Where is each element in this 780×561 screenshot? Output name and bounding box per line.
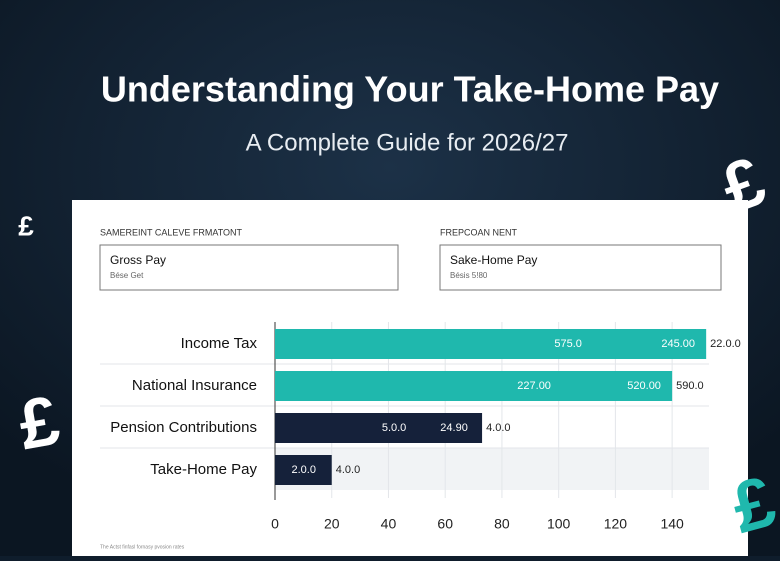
- x-tick-label: 140: [660, 516, 684, 532]
- box-title: Gross Pay: [110, 253, 166, 267]
- x-tick-label: 40: [381, 516, 397, 532]
- bar-label: 520.00: [627, 380, 661, 392]
- bar: [275, 329, 707, 359]
- bar-label: 575.0: [554, 338, 582, 350]
- bar: [275, 413, 483, 443]
- box-title: Sake-Home Pay: [450, 253, 537, 267]
- bar: [275, 455, 332, 485]
- end-label: 590.0: [676, 380, 704, 392]
- info-box: [99, 244, 399, 291]
- x-tick-label: 100: [547, 516, 571, 532]
- pound-icon: £: [18, 210, 34, 241]
- bar-label: 5.0.0: [382, 422, 406, 434]
- section-label: SAMEREINT CALEVE FRMATONT: [100, 227, 243, 237]
- y-tick-label: National Insurance: [132, 377, 257, 394]
- x-tick-label: 120: [604, 516, 628, 532]
- end-label: 4.0.0: [336, 464, 360, 476]
- chart: 0 20 40 60 80 100 120 140 Income Tax 575.0 245.00 2…: [100, 322, 741, 532]
- y-tick-label: Income Tax: [181, 335, 258, 352]
- title: Understanding Your Take-Home Pay: [101, 69, 719, 110]
- bar-label: 227.00: [517, 380, 551, 392]
- footnote: The Actst finfasl fornasy pvosion rates: [100, 544, 185, 550]
- bar-label: 245.00: [661, 338, 695, 350]
- x-tick-label: 80: [494, 516, 510, 532]
- info-box: [439, 244, 722, 291]
- row-band: [275, 448, 709, 490]
- bar-label: 2.0.0: [291, 464, 315, 476]
- end-label: 4.0.0: [486, 422, 510, 434]
- x-tick-label: 0: [271, 516, 279, 532]
- box-sub: Bésis 5!80: [450, 271, 488, 280]
- bar: [275, 371, 673, 401]
- subtitle: A Complete Guide for 2026/27: [246, 129, 569, 156]
- bar-label: 24.90: [440, 422, 468, 434]
- end-label: 22.0.0: [710, 338, 741, 350]
- y-tick-label: Pension Contributions: [110, 419, 257, 436]
- section-label: FREPCOAN NENT: [440, 227, 518, 237]
- x-tick-label: 20: [324, 516, 340, 532]
- x-tick-label: 60: [437, 516, 453, 532]
- box-sub: Bése Get: [110, 271, 144, 280]
- y-tick-label: Take-Home Pay: [150, 461, 257, 478]
